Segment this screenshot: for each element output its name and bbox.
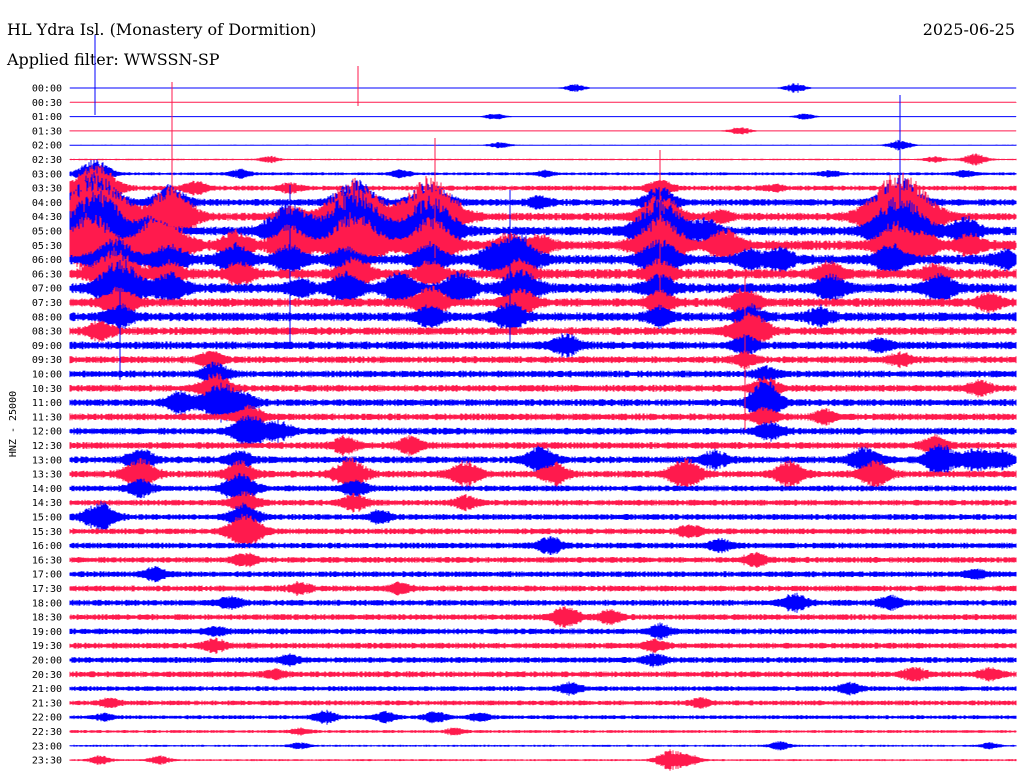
trace-rows <box>69 35 1017 771</box>
time-label: 15:30 <box>32 527 62 538</box>
trace-row <box>69 127 1017 135</box>
time-label: 09:00 <box>32 341 62 352</box>
trace-row <box>69 159 1017 189</box>
trace-row <box>69 434 1017 457</box>
time-label: 06:00 <box>32 255 62 266</box>
trace-row <box>69 741 1017 751</box>
time-label: 14:00 <box>32 484 62 495</box>
time-label: 04:00 <box>32 198 62 209</box>
time-label: 08:00 <box>32 312 62 323</box>
trace-row <box>69 513 1017 549</box>
time-label: 20:00 <box>32 656 62 667</box>
trace-row <box>69 381 1017 424</box>
trace-row <box>69 622 1017 641</box>
trace-row <box>69 415 1017 448</box>
time-label: 01:00 <box>32 112 62 123</box>
trace-row <box>69 260 1017 317</box>
time-label: 00:30 <box>32 98 62 109</box>
trace-row <box>69 101 1017 103</box>
trace-row <box>69 749 1017 771</box>
time-label: 00:00 <box>32 84 62 95</box>
trace-row <box>69 566 1017 583</box>
time-label: 12:00 <box>32 427 62 438</box>
y-axis-label: HNZ - 25000 <box>8 391 19 457</box>
trace-row <box>69 592 1017 613</box>
time-label: 07:30 <box>32 298 62 309</box>
time-label: 19:30 <box>32 641 62 652</box>
trace-row <box>69 551 1017 568</box>
time-label: 21:30 <box>32 698 62 709</box>
time-label: 16:30 <box>32 555 62 566</box>
time-label: 22:30 <box>32 727 62 738</box>
time-label: 13:00 <box>32 455 62 466</box>
time-label: 20:30 <box>32 670 62 681</box>
trace-row <box>69 581 1017 596</box>
time-label: 05:00 <box>32 227 62 238</box>
trace-row <box>69 404 1017 430</box>
time-label: 11:30 <box>32 412 62 423</box>
time-label: 13:30 <box>32 470 62 481</box>
trace-row <box>69 491 1017 514</box>
trace-row <box>69 333 1017 358</box>
time-label: 02:30 <box>32 155 62 166</box>
time-label: 21:00 <box>32 684 62 695</box>
date-label: 2025-06-25 <box>922 20 1015 39</box>
station-title: HL Ydra Isl. (Monastery of Dormition) <box>7 20 317 39</box>
time-label: 23:30 <box>32 756 62 767</box>
trace-row <box>69 302 1017 332</box>
time-label: 22:00 <box>32 713 62 724</box>
trace-row <box>69 681 1017 696</box>
trace-row <box>69 212 1017 279</box>
trace-row <box>69 285 1017 320</box>
trace-row <box>69 472 1017 504</box>
trace-row <box>69 606 1017 628</box>
time-label: 23:00 <box>32 741 62 752</box>
time-label: 01:30 <box>32 126 62 137</box>
trace-row <box>69 312 1017 350</box>
trace-row <box>69 234 1017 285</box>
trace-row <box>69 536 1017 555</box>
time-label: 16:00 <box>32 541 62 552</box>
trace-row <box>69 637 1017 654</box>
time-label: 11:00 <box>32 398 62 409</box>
time-label: 18:30 <box>32 613 62 624</box>
time-label: 12:30 <box>32 441 62 452</box>
trace-row <box>69 247 1017 301</box>
trace-row <box>69 361 1017 387</box>
time-label: 08:30 <box>32 327 62 338</box>
trace-row <box>69 113 1017 120</box>
time-label: 15:00 <box>32 513 62 524</box>
time-label: 07:00 <box>32 284 62 295</box>
trace-row <box>69 443 1017 476</box>
trace-row <box>69 727 1017 736</box>
trace-row <box>69 372 1017 404</box>
trace-row <box>69 709 1017 725</box>
trace-row <box>69 139 1017 151</box>
time-label: 17:30 <box>32 584 62 595</box>
trace-row <box>69 697 1017 709</box>
time-label: 05:30 <box>32 241 62 252</box>
time-label: 18:00 <box>32 598 62 609</box>
trace-row <box>69 153 1017 166</box>
trace-row <box>69 667 1017 682</box>
time-label: 17:00 <box>32 570 62 581</box>
time-label: 04:30 <box>32 212 62 223</box>
trace-row <box>69 83 1017 93</box>
time-label: 06:30 <box>32 269 62 280</box>
trace-row <box>69 652 1017 668</box>
trace-row <box>69 350 1017 369</box>
time-label: 09:30 <box>32 355 62 366</box>
time-label: 19:00 <box>32 627 62 638</box>
time-label: 03:30 <box>32 184 62 195</box>
time-label: 03:00 <box>32 169 62 180</box>
filter-label: Applied filter: WWSSN-SP <box>7 50 220 69</box>
time-label: 02:00 <box>32 141 62 152</box>
trace-row <box>69 501 1017 533</box>
time-label: 14:30 <box>32 498 62 509</box>
time-label: 10:30 <box>32 384 62 395</box>
time-labels: 00:00 00:30 01:00 01:30 02:00 02:30 03:00 03:30… <box>32 84 62 767</box>
time-label: 10:00 <box>32 370 62 381</box>
trace-row <box>69 457 1017 491</box>
